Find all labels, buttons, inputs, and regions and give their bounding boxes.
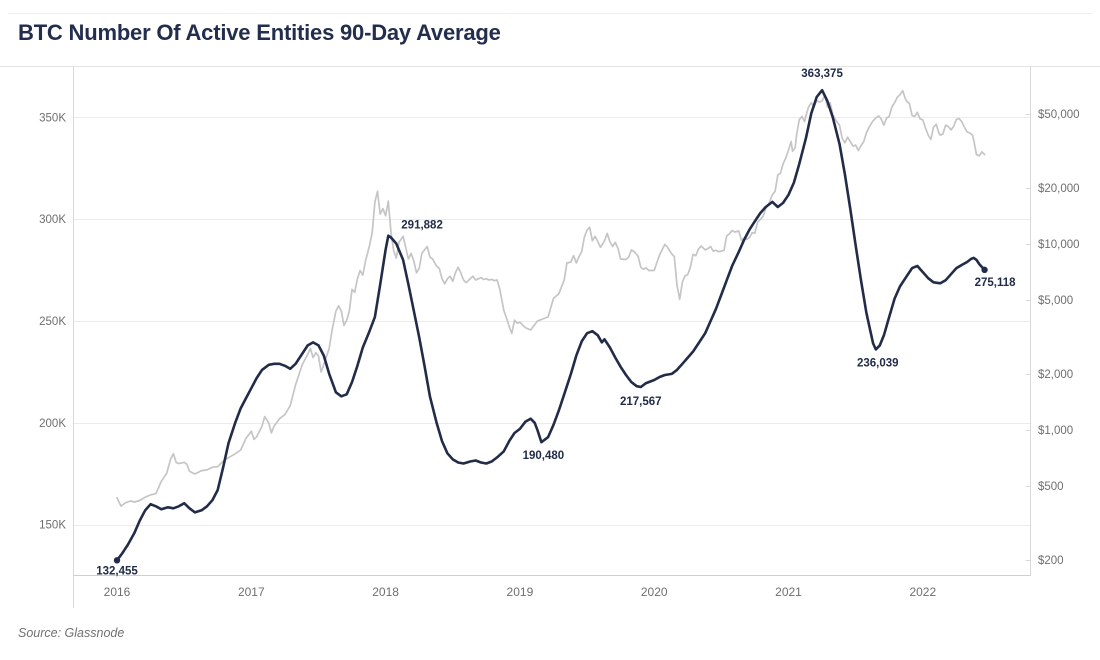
y-right-tick-label: $500 [1038,481,1064,493]
active-entities-90dma-line [115,88,986,562]
point-label: 236,039 [857,357,899,369]
chart-title: BTC Number Of Active Entities 90-Day Ave… [18,20,501,45]
y-right-tick-label: $10,000 [1038,239,1080,251]
x-year-label: 2017 [238,585,265,599]
endpoint-dot [113,557,121,564]
y-left-tick-label: 250K [39,316,66,328]
y-right-tick-label: $20,000 [1038,183,1080,195]
y-right-tick-label: $50,000 [1038,109,1080,121]
x-year-label: 2021 [775,585,802,599]
point-label: 291,882 [401,220,443,232]
y-left-tick-label: 150K [39,520,66,532]
x-year-label: 2022 [909,585,936,599]
y-right-tick-label: $5,000 [1038,295,1073,307]
point-label: 190,480 [523,450,565,462]
source-label: Source: Glassnode [18,626,125,640]
point-label: 363,375 [801,68,843,80]
x-year-label: 2019 [507,585,534,599]
y-right-tick-label: $2,000 [1038,369,1073,381]
y-right-tick-label: $1,000 [1038,425,1073,437]
btc-price-usd-line [116,89,986,507]
y-left-tick-label: 300K [39,214,66,226]
point-label: 275,118 [975,277,1017,289]
point-label: 217,567 [620,396,662,408]
x-year-label: 2016 [104,585,131,599]
y-left-tick-label: 200K [39,418,66,430]
point-label: 132,455 [96,565,138,577]
y-right-tick-label: $200 [1038,555,1064,567]
x-year-label: 2020 [641,585,668,599]
y-left-tick-label: 350K [39,112,66,124]
endpoint-dot [981,266,988,274]
x-year-label: 2018 [372,585,399,599]
